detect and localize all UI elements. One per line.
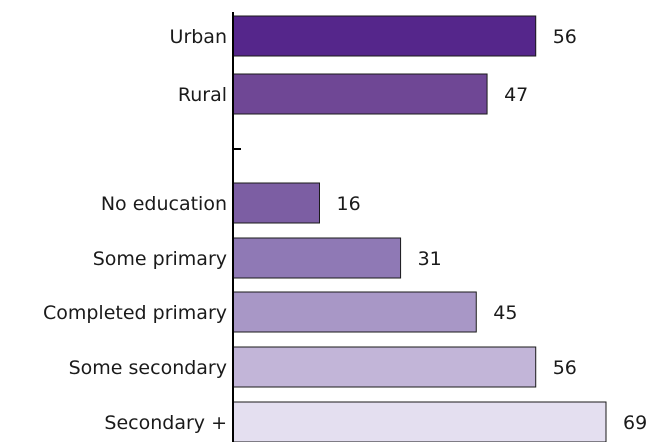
bar-some-primary [232, 237, 402, 279]
category-label-some-secondary: Some secondary [69, 357, 227, 379]
bar-rural [232, 73, 488, 115]
value-label-some-primary: 31 [418, 248, 442, 270]
value-label-completed-primary: 45 [493, 302, 517, 324]
value-label-rural: 47 [504, 84, 528, 106]
value-label-secondary: 69 [623, 412, 647, 434]
bar-secondary [232, 401, 607, 442]
category-label-no-education: No education [101, 193, 227, 215]
category-label-completed-primary: Completed primary [43, 302, 227, 324]
value-label-no-education: 16 [336, 193, 360, 215]
value-label-urban: 56 [553, 26, 577, 48]
category-label-some-primary: Some primary [93, 248, 227, 270]
category-label-urban: Urban [170, 26, 227, 48]
bar-no-education [232, 182, 320, 224]
category-label-rural: Rural [178, 84, 227, 106]
value-label-some-secondary: 56 [553, 357, 577, 379]
category-label-secondary: Secondary + [104, 412, 227, 434]
bar-completed-primary [232, 291, 477, 333]
bar-urban [232, 15, 537, 57]
bar-some-secondary [232, 346, 537, 388]
